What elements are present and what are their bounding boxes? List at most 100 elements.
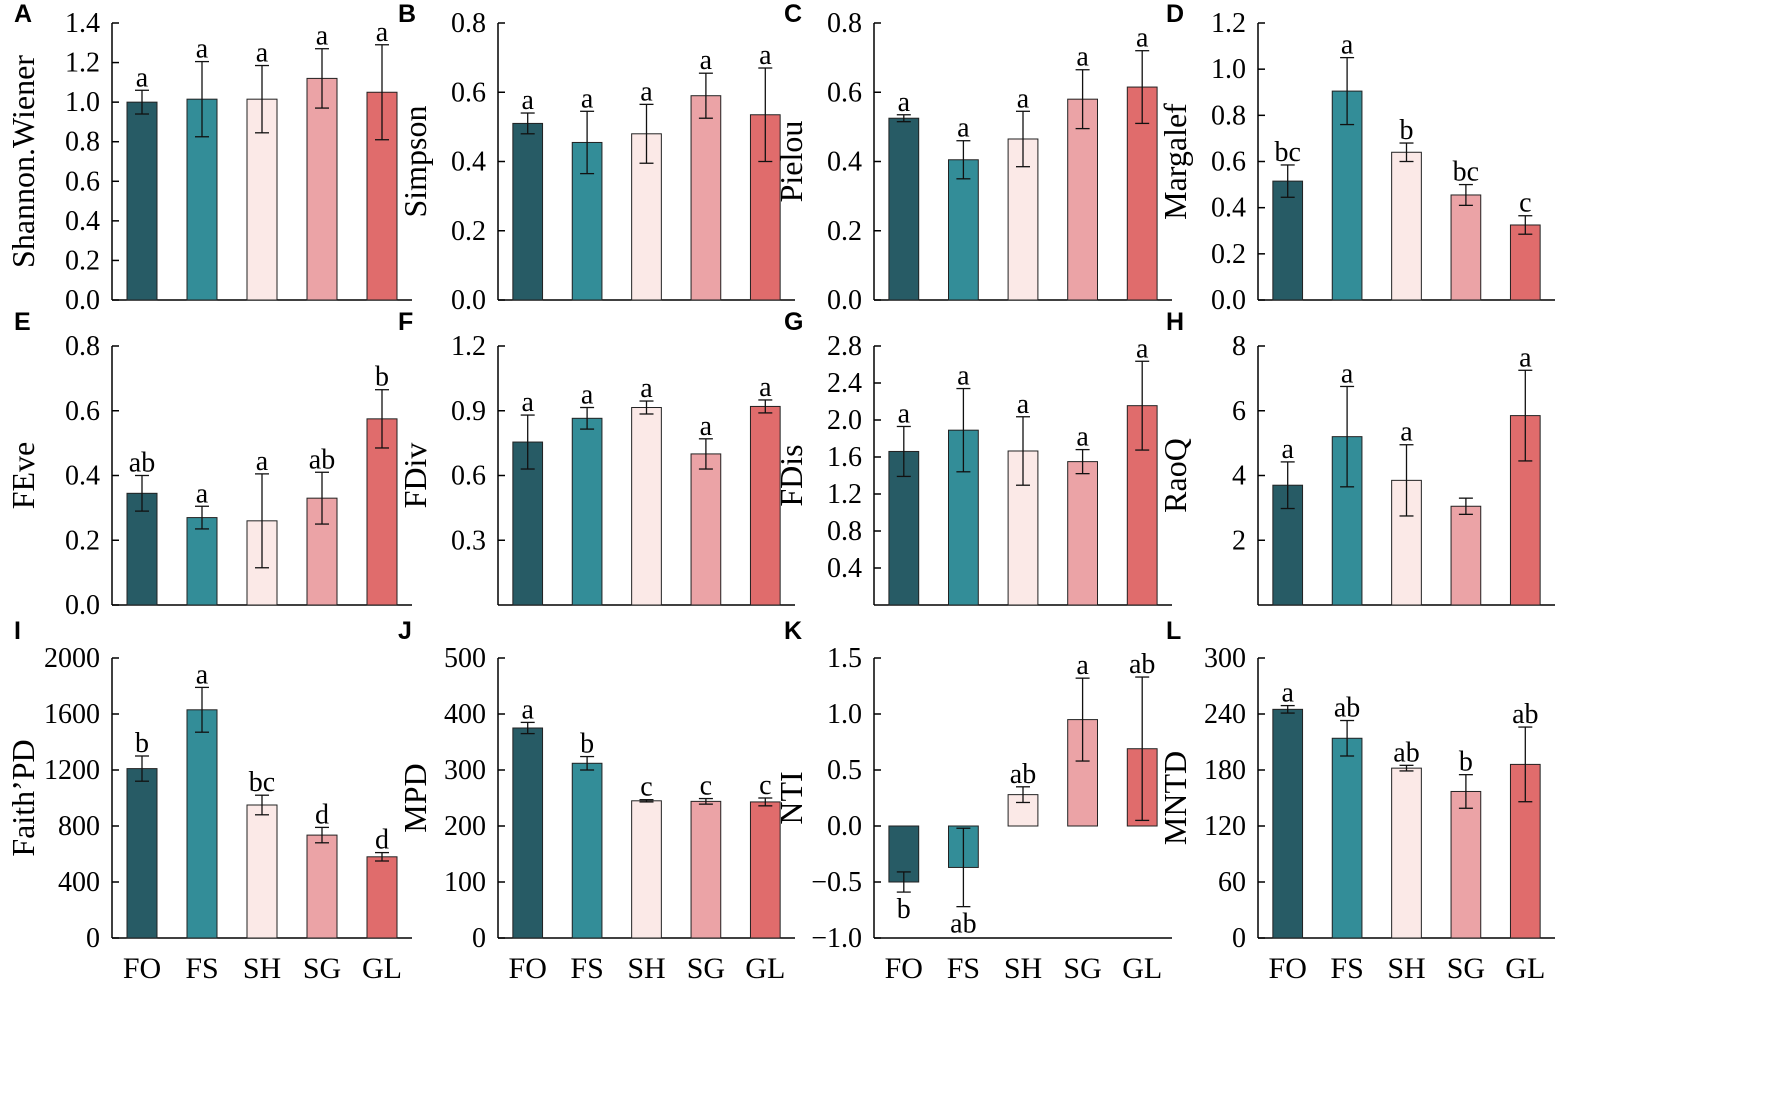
bar-SG: [1450, 194, 1482, 301]
bar-SG: [1067, 98, 1098, 301]
significance-letter: b: [580, 729, 594, 760]
y-tick-label: 0.8: [65, 127, 100, 158]
significance-letter: a: [1136, 333, 1149, 364]
y-tick-label: 1.0: [65, 87, 100, 118]
x-tick-label: FS: [570, 952, 603, 985]
bar-SG: [1450, 790, 1482, 939]
bar-SG: [1450, 505, 1482, 606]
bar-FO: [512, 122, 544, 301]
panel-letter: K: [784, 617, 802, 645]
bar-FS: [1331, 737, 1363, 939]
y-tick-label: 300: [444, 755, 486, 786]
panel-letter: D: [1166, 0, 1184, 28]
y-tick-label: 1.0: [1211, 54, 1246, 85]
significance-letter: a: [957, 361, 970, 392]
panel-letter: J: [398, 617, 412, 645]
significance-letter: a: [521, 387, 534, 418]
y-axis-label: NTI: [773, 771, 809, 824]
y-tick-label: 0.8: [65, 331, 100, 362]
panel-D: D 0.0 0.2 0.4 0.6 0.8 1.0 1.2 Margalef bc a b bc c: [1157, 0, 1555, 316]
y-tick-label: 0.5: [827, 755, 862, 786]
x-tick-label: SG: [1063, 952, 1101, 985]
bar-FS: [186, 517, 218, 606]
significance-letter: c: [640, 772, 652, 803]
significance-letter: a: [700, 411, 713, 442]
panel-letter: F: [398, 308, 413, 336]
x-tick-label: SH: [1387, 952, 1425, 985]
y-tick-label: 2.0: [827, 405, 862, 436]
y-axis-label: MNTD: [1157, 751, 1193, 845]
significance-letter: a: [196, 34, 209, 65]
y-tick-label: 0.0: [65, 285, 100, 316]
y-tick-label: 0.6: [451, 461, 486, 492]
y-tick-label: 0.6: [65, 166, 100, 197]
y-tick-label: 0.6: [1211, 147, 1246, 178]
x-tick-label: SG: [687, 952, 725, 985]
x-tick-label: SH: [243, 952, 281, 985]
panel-F: F 0.3 0.6 0.9 1.2 FDiv a a a a a: [397, 308, 795, 606]
panel-letter: E: [14, 308, 31, 336]
significance-letter: ab: [1393, 737, 1419, 768]
y-tick-label: 1.2: [65, 48, 100, 79]
y-tick-label: 1.6: [827, 442, 862, 473]
significance-letter: a: [1281, 678, 1294, 709]
bar-SG: [690, 453, 722, 606]
bar-SG: [306, 834, 338, 939]
bar-SH: [631, 800, 662, 939]
significance-letter: d: [315, 799, 329, 830]
panel-C: C 0.0 0.2 0.4 0.6 0.8 Pielou a a a a a: [773, 0, 1172, 316]
y-tick-label: 1.4: [65, 8, 100, 39]
bar-FO: [888, 117, 920, 301]
y-tick-label: 0.8: [827, 516, 862, 547]
significance-letter: a: [1076, 422, 1089, 453]
significance-letter: b: [1400, 115, 1414, 146]
x-tick-label: GL: [1505, 952, 1545, 985]
bar-SH: [246, 804, 278, 939]
y-tick-label: 0.2: [827, 216, 862, 247]
significance-letter: a: [316, 21, 329, 52]
y-axis-label: Shannon.Wiener: [5, 55, 41, 268]
bar-FO: [512, 727, 544, 939]
bar-SG: [690, 95, 722, 301]
x-tick-label: FS: [1330, 952, 1363, 985]
x-tick-label: SG: [303, 952, 341, 985]
bar-GL: [366, 418, 398, 606]
y-tick-label: 2.8: [827, 331, 862, 362]
panel-J: J 0 100 200 300 400 500 MPD a FO b FS c SH c SG c GL: [397, 617, 795, 985]
y-tick-label: −1.0: [811, 923, 862, 954]
y-axis-label: FDis: [773, 444, 809, 506]
significance-letter: a: [640, 373, 653, 404]
y-axis-label: Simpson: [397, 105, 433, 217]
y-tick-label: 0: [1232, 923, 1246, 954]
x-tick-label: FO: [123, 952, 161, 985]
significance-letter: a: [957, 113, 970, 144]
x-tick-label: FO: [509, 952, 547, 985]
y-tick-label: 0.2: [65, 525, 100, 556]
bar-SG: [690, 800, 722, 939]
y-axis-label: FEve: [5, 442, 41, 510]
panel-H: H 2 4 6 8 RaoQ a a a a: [1157, 308, 1555, 606]
significance-letter: bc: [249, 767, 275, 798]
panel-A: A 0.0 0.2 0.4 0.6 0.8 1.0 1.2 1.4 Shannon.Wiener a…: [5, 0, 412, 316]
significance-letter: ab: [1512, 699, 1538, 730]
significance-letter: ab: [950, 909, 976, 940]
y-tick-label: 60: [1218, 867, 1246, 898]
y-tick-label: 300: [1204, 643, 1246, 674]
y-tick-label: 0.4: [451, 147, 486, 178]
panel-letter: C: [784, 0, 802, 28]
significance-letter: a: [1017, 83, 1030, 114]
y-tick-label: 120: [1204, 811, 1246, 842]
y-tick-label: 6: [1232, 396, 1246, 427]
panel-letter: B: [398, 0, 416, 28]
y-tick-label: 0.4: [65, 206, 100, 237]
significance-letter: c: [759, 770, 771, 801]
y-tick-label: 1.0: [827, 699, 862, 730]
panel-B: B 0.0 0.2 0.4 0.6 0.8 Simpson a a a a a: [397, 0, 795, 316]
panel-L: L 0 60 120 180 240 300 MNTD a FO ab FS ab SH b SG ab GL: [1157, 617, 1555, 985]
significance-letter: c: [1519, 188, 1531, 219]
y-axis-label: Margalef: [1157, 103, 1193, 220]
y-tick-label: −0.5: [811, 867, 862, 898]
y-axis-label: Pielou: [773, 121, 809, 203]
significance-letter: a: [1076, 650, 1089, 681]
